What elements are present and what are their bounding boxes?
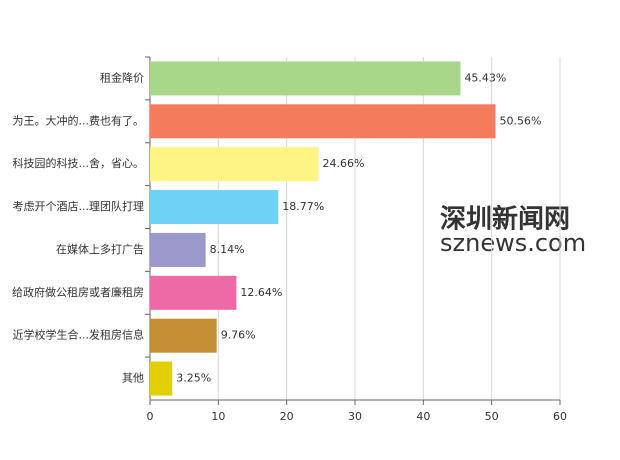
y-tick-label: 科技园的科技...舍，省心。 <box>13 156 145 170</box>
value-label: 9.76% <box>221 329 256 342</box>
bar <box>150 361 173 396</box>
bar <box>150 190 279 225</box>
y-tick-label: 在媒体上多打广告 <box>56 242 144 256</box>
y-tick-label: 其他 <box>122 372 144 385</box>
y-tick-label: 为王。大冲的...费也有了。 <box>13 113 145 127</box>
y-tick-label: 租金降价 <box>100 70 144 84</box>
y-tick-label: 考虑开个酒店...理团队打理 <box>13 199 145 213</box>
y-tick-label: 给政府做公租房或者廉租房 <box>12 285 144 299</box>
x-tick-label: 10 <box>211 410 225 423</box>
bar <box>150 104 496 139</box>
x-tick-label: 0 <box>147 410 154 423</box>
watermark-title: 深圳新闻网 <box>440 204 570 235</box>
bar <box>150 275 237 310</box>
bar <box>150 61 461 96</box>
value-label: 8.14% <box>210 243 245 256</box>
x-tick-label: 50 <box>485 410 499 423</box>
watermark-url: sznews.com <box>440 229 586 257</box>
value-label: 3.25% <box>176 372 211 385</box>
value-label: 18.77% <box>282 200 324 213</box>
x-tick-label: 60 <box>553 410 567 423</box>
x-tick-label: 40 <box>416 410 430 423</box>
value-label: 24.66% <box>323 157 365 170</box>
value-label: 45.43% <box>464 71 506 84</box>
bar <box>150 147 319 182</box>
bar <box>150 318 217 353</box>
value-label: 12.64% <box>240 286 282 299</box>
x-tick-label: 30 <box>348 410 362 423</box>
y-tick-label: 近学校学生合...发租房信息 <box>13 328 145 342</box>
bar <box>150 232 206 267</box>
value-label: 50.56% <box>499 114 541 127</box>
x-tick-label: 20 <box>280 410 294 423</box>
